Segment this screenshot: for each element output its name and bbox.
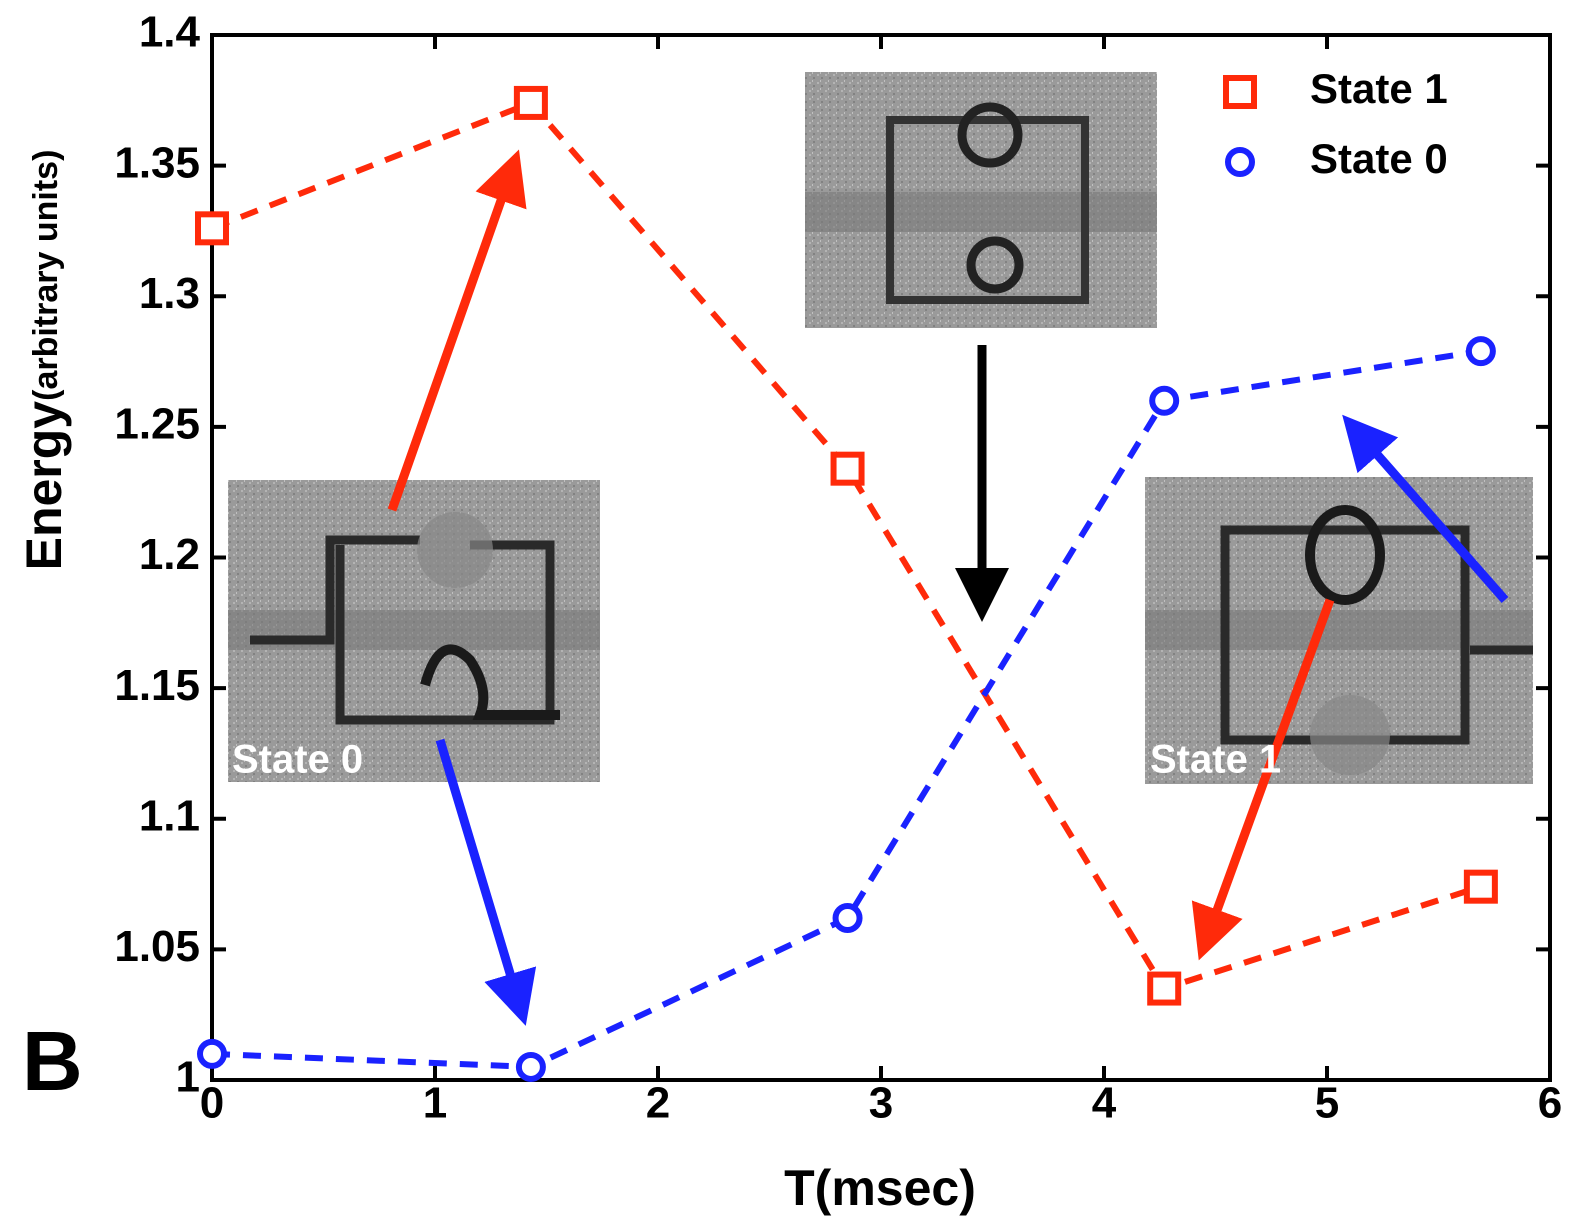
arrow xyxy=(435,738,537,1026)
legend-label: State 0 xyxy=(1310,135,1448,182)
x-axis-label: T(msec) xyxy=(784,1160,976,1216)
y-tick-label: 1.35 xyxy=(114,138,200,187)
x-tick-label: 0 xyxy=(200,1079,224,1128)
legend-label: State 1 xyxy=(1310,65,1448,112)
arrows xyxy=(387,149,1509,1026)
x-tick-label: 6 xyxy=(1538,1079,1562,1128)
series-line xyxy=(210,99,1482,993)
data-point xyxy=(515,1051,546,1082)
annotation: State 0 xyxy=(232,738,363,782)
inset-image xyxy=(805,72,1157,328)
data-point xyxy=(513,85,548,120)
inset-image xyxy=(228,480,600,782)
data-point xyxy=(1149,385,1180,416)
y-axis-label: Energy(arbitrary units) xyxy=(16,150,72,571)
data-point xyxy=(830,451,865,486)
x-tick-label: 3 xyxy=(869,1079,893,1128)
data-point xyxy=(1463,869,1498,904)
data-point xyxy=(195,211,229,246)
y-axis-label-units: (arbitrary units) xyxy=(27,150,65,401)
arrow xyxy=(1191,598,1335,961)
legend-marker xyxy=(1225,147,1255,177)
x-tick-label: 4 xyxy=(1092,1079,1117,1128)
insets xyxy=(228,72,1533,784)
y-tick-label: 1.3 xyxy=(139,269,200,318)
y-tick-label: 1.1 xyxy=(139,791,200,840)
y-tick-label: 1.25 xyxy=(114,400,200,449)
arrow xyxy=(1342,414,1509,603)
x-tick-label: 2 xyxy=(646,1079,670,1128)
data-point xyxy=(832,903,863,934)
y-tick-label: 1.4 xyxy=(139,8,201,57)
y-axis-label-main: Energy xyxy=(16,401,72,571)
y-tick-label: 1.05 xyxy=(114,922,200,971)
annotation: State 1 xyxy=(1150,738,1281,782)
y-tick-label: 1.15 xyxy=(114,661,200,710)
y-tick-label: 1.2 xyxy=(139,530,200,579)
inset-image xyxy=(1145,477,1533,784)
x-tick-label: 5 xyxy=(1315,1079,1339,1128)
panel-label: B xyxy=(22,1014,83,1108)
y-tick-label: 1 xyxy=(176,1053,200,1102)
data-point xyxy=(1465,336,1496,367)
legend-marker xyxy=(1223,75,1257,109)
data-point xyxy=(1147,971,1182,1006)
x-tick-label: 1 xyxy=(423,1079,447,1128)
arrow xyxy=(387,149,527,512)
data-point xyxy=(197,1038,227,1069)
